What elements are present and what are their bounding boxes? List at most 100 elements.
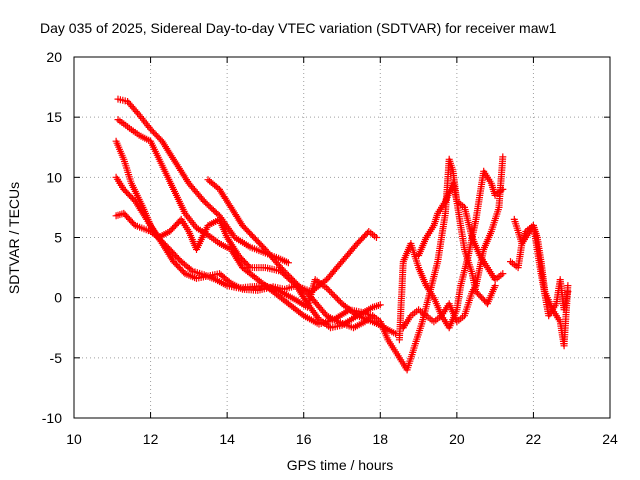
data-point-marks [480,167,494,185]
data-point-marks [158,137,176,161]
data-point-marks [114,116,130,129]
series-track-e [112,209,380,296]
data-point-marks [472,170,487,223]
series-track-i [399,153,507,332]
data-point-mark [564,288,572,296]
data-point-marks [518,230,532,247]
data-point-marks [112,137,127,161]
x-tick-label: 22 [526,431,542,447]
data-point-marks [307,294,329,318]
x-tick-label: 24 [602,431,618,447]
data-point-marks [239,264,260,282]
data-point-marks [407,307,421,320]
x-tick-label: 20 [449,431,465,447]
x-tick-label: 10 [66,431,82,447]
data-point-marks [170,155,192,185]
data-point-marks [292,296,310,310]
data-point-marks [154,229,172,241]
y-tick-label: -5 [50,350,63,366]
data-point-marks [239,222,256,240]
data-point-mark [564,282,572,290]
y-tick-label: 20 [46,49,62,65]
x-axis-label: GPS time / hours [287,457,394,473]
data-point-marks [200,271,218,283]
data-point-marks [120,185,138,204]
data-point-marks [392,348,406,366]
data-point-marks [166,246,184,264]
y-tick-label: 10 [46,169,62,185]
data-point-marks [193,224,211,253]
data-point-marks [227,246,245,270]
data-point-marks [131,222,152,235]
data-point-marks [261,246,283,270]
data-point-marks [120,209,138,228]
data-point-marks [430,313,444,326]
data-point-marks [395,260,407,344]
data-point-marks [147,137,165,167]
data-point-marks [491,271,505,284]
data-point-marks [281,282,298,293]
series-track-j [415,179,499,308]
data-point-marks [147,228,160,240]
data-point-mark [491,282,499,290]
data-point-marks [216,215,230,239]
data-point-marks [422,312,436,324]
data-point-marks [246,243,267,256]
data-point-marks [376,318,391,342]
data-point-marks [415,306,428,318]
series-track-g [376,155,507,374]
data-point-marks [453,313,467,326]
data-point-marks [480,230,494,253]
x-tick-label: 16 [296,431,312,447]
data-point-marks [461,246,475,275]
data-point-marks [507,258,520,270]
y-tick-label: 0 [54,290,62,306]
data-point-marks [434,199,448,217]
data-point-marks [284,300,306,318]
series-track-f [204,176,377,332]
data-point-marks [422,282,437,300]
data-point-marks [529,222,545,275]
data-point-marks [227,203,245,228]
data-point-marks [135,131,153,144]
data-point-marks [323,284,344,306]
data-point-marks [407,240,422,269]
data-point-marks [403,344,418,374]
plot-frame [73,56,611,419]
data-point-marks [250,234,268,252]
data-point-marks [124,123,141,138]
data-point-marks [461,290,475,320]
y-axis-label: SDTVAR / TECUs [6,182,22,294]
data-point-marks [181,209,199,230]
data-point-marks [453,284,464,314]
data-point-mark [499,270,507,278]
data-point-marks [177,258,195,274]
data-point-marks [399,314,414,332]
data-point-mark [284,259,292,267]
grid-layer [73,56,611,419]
data-point-marks [415,236,429,259]
x-tick-label: 18 [372,431,388,447]
data-point-marks [484,284,498,308]
data-point-marks [112,173,126,191]
data-point-marks [487,206,502,235]
data-point-marks [204,176,222,192]
data-point-marks [461,203,476,239]
data-point-marks [277,264,298,286]
data-point-marks [231,234,252,250]
data-point-marks [170,258,188,276]
data-point-marks [246,282,267,291]
data-point-marks [131,197,150,222]
series-track-d [112,173,400,338]
data-point-marks [277,288,298,303]
data-point-mark [372,234,380,241]
data-point-marks [185,179,207,204]
data-point-marks [300,312,321,327]
x-tick-label: 14 [219,431,235,447]
data-point-marks [216,240,233,252]
y-tick-labels: -10 -5 0 5 10 15 20 [42,49,62,426]
series-track-b [114,116,384,328]
data-point-marks [277,255,290,266]
y-tick-label: -10 [42,410,62,426]
data-point-marks [323,259,345,284]
